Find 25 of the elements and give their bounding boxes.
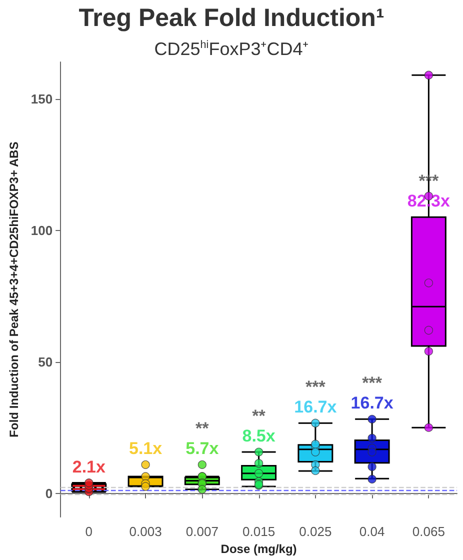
annotation: ** bbox=[196, 419, 210, 438]
annotation: ** bbox=[252, 406, 266, 426]
annotation: 2.1x bbox=[72, 457, 106, 476]
annotation: *** bbox=[362, 374, 382, 393]
x-tick-label: 0 bbox=[85, 524, 93, 539]
chart-title: Treg Peak Fold Induction¹ bbox=[78, 4, 386, 33]
y-tick-label: 0 bbox=[45, 486, 53, 501]
x-tick-label: 0.025 bbox=[299, 524, 332, 539]
annotation: 5.1x bbox=[128, 439, 163, 458]
annotation: 5.7x bbox=[186, 439, 220, 458]
chart-subtitle: CD25$^{hi}$FoxP3⁺CD4⁺ bbox=[153, 38, 310, 60]
y-tick-label: 100 bbox=[30, 222, 53, 238]
x-axis-title: Dose (mg/kg) bbox=[220, 542, 297, 556]
annotation: 16.7x bbox=[350, 394, 394, 413]
y-tick-label: 150 bbox=[30, 91, 53, 106]
annotation: 8.5x bbox=[242, 426, 276, 446]
y-axis-title: Fold Induction of Peak 45+3+4+CD25hiFOXP3+ ABS bbox=[7, 142, 21, 438]
x-tick-label: 0.007 bbox=[186, 524, 218, 539]
annotation: 16.7x bbox=[294, 398, 338, 417]
x-tick-label: 0.065 bbox=[412, 524, 445, 539]
x-tick-label: 0.04 bbox=[359, 524, 385, 539]
x-tick-label: 0.003 bbox=[129, 524, 162, 539]
annotation: *** bbox=[305, 378, 326, 397]
y-tick-label: 50 bbox=[38, 354, 53, 370]
x-tick-label: 0.015 bbox=[242, 524, 276, 539]
